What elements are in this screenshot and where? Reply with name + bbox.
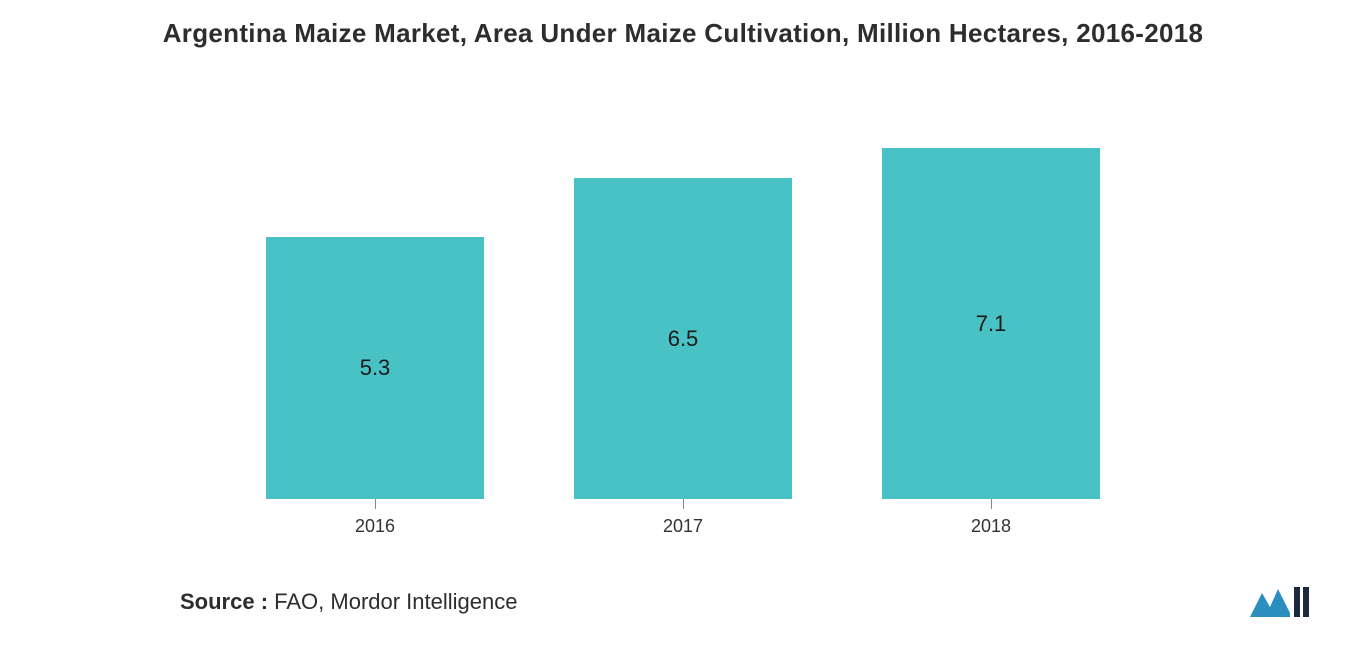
- chart-plot-area: 5.3 2016 6.5 2017 7.1 2018: [0, 69, 1366, 499]
- x-tick: [991, 499, 992, 509]
- bar-wrap-2017: 6.5 2017: [574, 178, 792, 499]
- x-tick: [375, 499, 376, 509]
- bar-value-label: 6.5: [668, 326, 699, 352]
- bar-value-label: 7.1: [976, 311, 1007, 337]
- mordor-logo-icon: [1248, 583, 1312, 621]
- source-label: Source :: [180, 589, 268, 614]
- source-attribution: Source : FAO, Mordor Intelligence: [180, 589, 517, 615]
- bar-value-label: 5.3: [360, 355, 391, 381]
- chart-title: Argentina Maize Market, Area Under Maize…: [0, 0, 1366, 59]
- bar-2018: 7.1: [882, 148, 1100, 499]
- x-label: 2018: [882, 516, 1100, 537]
- bar-2017: 6.5: [574, 178, 792, 499]
- logo-vertical-bar-2: [1303, 587, 1309, 617]
- bar-row: 5.3 2016 6.5 2017 7.1 2018: [0, 69, 1366, 499]
- bar-wrap-2018: 7.1 2018: [882, 148, 1100, 499]
- logo-vertical-bar-1: [1294, 587, 1300, 617]
- bar-2016: 5.3: [266, 237, 484, 499]
- x-label: 2016: [266, 516, 484, 537]
- x-label: 2017: [574, 516, 792, 537]
- bar-wrap-2016: 5.3 2016: [266, 237, 484, 499]
- x-tick: [683, 499, 684, 509]
- logo-mountain-shape: [1250, 589, 1290, 617]
- source-text: FAO, Mordor Intelligence: [268, 589, 517, 614]
